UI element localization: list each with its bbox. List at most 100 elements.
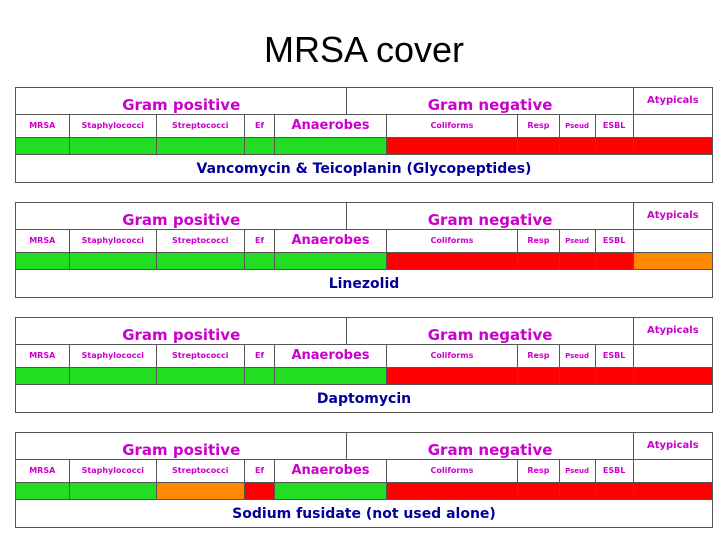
- cov-resp: [517, 366, 560, 386]
- col-streptococci: Streptococci: [156, 458, 245, 483]
- cov-streptococci: [156, 366, 245, 386]
- col-esbl: ESBL: [594, 228, 634, 253]
- col-atypicals-blank: [632, 343, 714, 368]
- col-ef: Ef: [243, 343, 276, 368]
- gram-negative-header: Gram negative: [346, 202, 634, 230]
- col-coliforms: Coliforms: [385, 458, 519, 483]
- col-esbl: ESBL: [594, 343, 634, 368]
- cov-esbl: [594, 366, 634, 386]
- cov-pseud: [558, 136, 596, 156]
- col-staphylococci: Staphylococci: [68, 113, 158, 138]
- col-atypicals-blank: [632, 113, 714, 138]
- cov-staphylococci: [68, 481, 158, 501]
- cov-pseud: [558, 366, 596, 386]
- coverage-table: Gram positive Gram negative Atypicals MR…: [14, 432, 714, 528]
- cov-resp: [517, 481, 560, 501]
- gram-positive-header: Gram positive: [14, 202, 348, 230]
- col-anaerobes: Anaerobes: [274, 228, 387, 253]
- gram-negative-header: Gram negative: [346, 317, 634, 345]
- col-resp: Resp: [517, 343, 560, 368]
- atypicals-header: Atypicals: [632, 432, 714, 460]
- cov-mrsa: [15, 251, 70, 271]
- cov-esbl: [594, 251, 634, 271]
- col-resp: Resp: [517, 458, 560, 483]
- cov-staphylococci: [68, 251, 158, 271]
- cov-resp: [517, 251, 560, 271]
- coverage-panel-glycopeptides: Gram positive Gram negative Atypicals MR…: [14, 87, 714, 183]
- cov-coliforms: [385, 366, 519, 386]
- col-anaerobes: Anaerobes: [274, 343, 387, 368]
- gram-positive-header: Gram positive: [14, 87, 348, 115]
- col-streptococci: Streptococci: [156, 113, 245, 138]
- col-coliforms: Coliforms: [385, 343, 519, 368]
- col-ef: Ef: [243, 458, 276, 483]
- coverage-table: Gram positive Gram negative Atypicals MR…: [14, 202, 714, 298]
- cov-atypicals: [632, 136, 714, 156]
- cov-mrsa: [15, 136, 70, 156]
- cov-resp: [517, 136, 560, 156]
- col-staphylococci: Staphylococci: [68, 458, 158, 483]
- cov-coliforms: [385, 251, 519, 271]
- cov-anaerobes: [274, 251, 387, 271]
- col-ef: Ef: [243, 228, 276, 253]
- col-esbl: ESBL: [594, 113, 634, 138]
- cov-streptococci: [156, 251, 245, 271]
- atypicals-header: Atypicals: [632, 87, 714, 115]
- coverage-table: Gram positive Gram negative Atypicals MR…: [14, 317, 714, 413]
- cov-mrsa: [15, 366, 70, 386]
- drug-name: Linezolid: [15, 269, 713, 298]
- col-pseud: Pseud: [558, 458, 596, 483]
- col-mrsa: MRSA: [15, 228, 70, 253]
- col-anaerobes: Anaerobes: [274, 113, 387, 138]
- page-title: MRSA cover: [263, 29, 465, 70]
- cov-ef: [243, 251, 276, 271]
- cov-ef: [243, 481, 276, 501]
- coverage-panel-linezolid: Gram positive Gram negative Atypicals MR…: [14, 202, 714, 298]
- col-mrsa: MRSA: [15, 343, 70, 368]
- coverage-panel-daptomycin: Gram positive Gram negative Atypicals MR…: [14, 317, 714, 413]
- col-atypicals-blank: [632, 458, 714, 483]
- col-coliforms: Coliforms: [385, 228, 519, 253]
- col-staphylococci: Staphylococci: [68, 343, 158, 368]
- cov-coliforms: [385, 481, 519, 501]
- col-coliforms: Coliforms: [385, 113, 519, 138]
- cov-ef: [243, 366, 276, 386]
- cov-staphylococci: [68, 366, 158, 386]
- col-pseud: Pseud: [558, 343, 596, 368]
- col-mrsa: MRSA: [15, 458, 70, 483]
- col-pseud: Pseud: [558, 228, 596, 253]
- cov-anaerobes: [274, 366, 387, 386]
- cov-coliforms: [385, 136, 519, 156]
- atypicals-header: Atypicals: [632, 317, 714, 345]
- cov-esbl: [594, 136, 634, 156]
- coverage-panel-sodium-fusidate: Gram positive Gram negative Atypicals MR…: [14, 432, 714, 528]
- cov-atypicals: [632, 481, 714, 501]
- cov-pseud: [558, 251, 596, 271]
- col-streptococci: Streptococci: [156, 228, 245, 253]
- cov-streptococci: [156, 136, 245, 156]
- cov-anaerobes: [274, 481, 387, 501]
- drug-name: Vancomycin & Teicoplanin (Glycopeptides): [15, 154, 713, 183]
- cov-ef: [243, 136, 276, 156]
- coverage-table: Gram positive Gram negative Atypicals MR…: [14, 87, 714, 183]
- col-pseud: Pseud: [558, 113, 596, 138]
- atypicals-header: Atypicals: [632, 202, 714, 230]
- col-esbl: ESBL: [594, 458, 634, 483]
- col-mrsa: MRSA: [15, 113, 70, 138]
- gram-positive-header: Gram positive: [14, 317, 348, 345]
- col-anaerobes: Anaerobes: [274, 458, 387, 483]
- gram-positive-header: Gram positive: [14, 432, 348, 460]
- col-streptococci: Streptococci: [156, 343, 245, 368]
- cov-pseud: [558, 481, 596, 501]
- col-staphylococci: Staphylococci: [68, 228, 158, 253]
- col-resp: Resp: [517, 113, 560, 138]
- cov-anaerobes: [274, 136, 387, 156]
- cov-esbl: [594, 481, 634, 501]
- cov-staphylococci: [68, 136, 158, 156]
- cov-streptococci: [156, 481, 245, 501]
- col-resp: Resp: [517, 228, 560, 253]
- gram-negative-header: Gram negative: [346, 87, 634, 115]
- drug-name: Sodium fusidate (not used alone): [15, 499, 713, 528]
- drug-name: Daptomycin: [15, 384, 713, 413]
- col-atypicals-blank: [632, 228, 714, 253]
